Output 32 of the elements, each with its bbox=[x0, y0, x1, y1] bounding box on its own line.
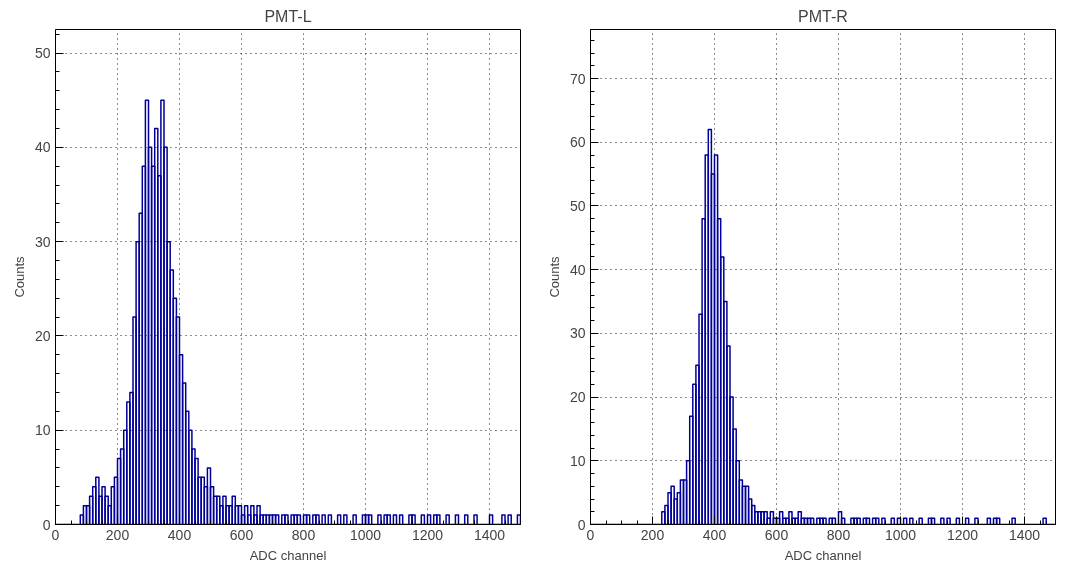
y-tick-label: 40 bbox=[569, 261, 586, 278]
y-tick-label: 50 bbox=[34, 45, 51, 62]
y-tick-label: 30 bbox=[569, 325, 586, 342]
y-tick-label: 20 bbox=[34, 327, 51, 344]
x-tick-label: 200 bbox=[105, 526, 130, 543]
x-tick-label: 400 bbox=[702, 526, 727, 543]
x-axis-title: ADC channel bbox=[784, 547, 862, 563]
y-tick-label: 40 bbox=[34, 139, 51, 156]
x-tick-label: 400 bbox=[167, 526, 192, 543]
x-tick-label: 800 bbox=[291, 526, 316, 543]
y-tick-label: 70 bbox=[569, 70, 586, 87]
y-tick-label: 30 bbox=[34, 233, 51, 250]
x-tick-label: 1200 bbox=[411, 526, 444, 543]
x-tick-label: 800 bbox=[826, 526, 851, 543]
x-tick-label: 1000 bbox=[349, 526, 382, 543]
y-axis-title: Counts bbox=[11, 255, 27, 298]
y-tick-label: 10 bbox=[34, 422, 51, 439]
x-axis-title: ADC channel bbox=[249, 547, 327, 563]
x-tick-label: 1400 bbox=[473, 526, 506, 543]
y-tick-label: 50 bbox=[569, 197, 586, 214]
x-tick-label: 1200 bbox=[946, 526, 979, 543]
y-tick-label: 60 bbox=[569, 134, 586, 151]
y-tick-label: 20 bbox=[569, 389, 586, 406]
x-tick-label: 600 bbox=[229, 526, 254, 543]
x-tick-label: 1000 bbox=[884, 526, 917, 543]
x-tick-label: 1400 bbox=[1008, 526, 1041, 543]
x-tick-label: 600 bbox=[764, 526, 789, 543]
chart-title: PMT-R bbox=[798, 7, 848, 25]
x-tick-label: 200 bbox=[640, 526, 665, 543]
chart-title: PMT-L bbox=[264, 7, 312, 25]
y-axis-title: Counts bbox=[546, 255, 562, 298]
y-tick-label: 10 bbox=[569, 452, 586, 469]
